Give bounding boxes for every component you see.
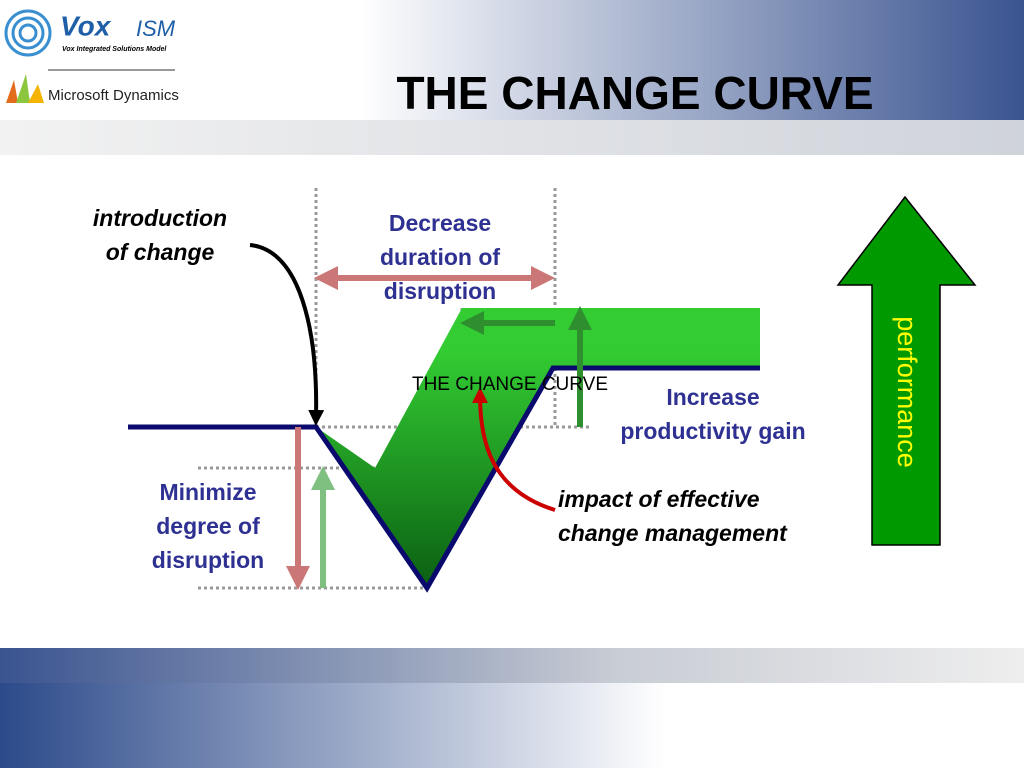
decrease-label: Decrease	[389, 210, 491, 236]
header-band	[0, 120, 1024, 155]
change-curve	[128, 365, 760, 593]
ms-icon	[6, 80, 18, 103]
footer-band	[0, 648, 1024, 683]
minimize-label: disruption	[152, 547, 264, 573]
impact-arrow	[472, 387, 556, 512]
decrease-label: duration of	[380, 244, 500, 270]
logo-suffix: ISM	[136, 16, 176, 41]
logo-ring	[11, 16, 45, 50]
labels: introduction of change Decrease duration…	[93, 205, 806, 573]
introduction-arrow	[249, 243, 325, 426]
slide-title: THE CHANGE CURVE	[396, 67, 873, 119]
logo-ring	[4, 9, 52, 57]
ms-icon	[28, 84, 44, 103]
decrease-label: disruption	[384, 278, 496, 304]
improved-curve	[316, 308, 760, 588]
ms-icon	[16, 74, 30, 103]
introduction-label: introduction	[93, 205, 227, 231]
increase-label: Increase	[666, 384, 759, 410]
logo-name: Vox	[60, 10, 112, 41]
footer-bg	[0, 683, 1024, 768]
minimize-label: Minimize	[159, 479, 256, 505]
center-label: THE CHANGE CURVE	[412, 374, 608, 395]
increase-label: productivity gain	[620, 418, 805, 444]
introduction-label: of change	[106, 239, 215, 265]
logo-ring	[18, 23, 38, 43]
impact-label: change management	[558, 520, 788, 546]
impact-label: impact of effective	[558, 486, 760, 512]
performance-arrow	[836, 195, 977, 546]
partner-name: Microsoft Dynamics	[48, 87, 179, 104]
minimize-label: degree of	[156, 513, 260, 539]
logo-tagline: Vox Integrated Solutions Model	[62, 46, 167, 53]
logo: Vox ISM Vox Integrated Solutions Model M…	[4, 9, 179, 104]
header-bg	[0, 0, 1024, 120]
performance-label: performance	[892, 316, 922, 468]
